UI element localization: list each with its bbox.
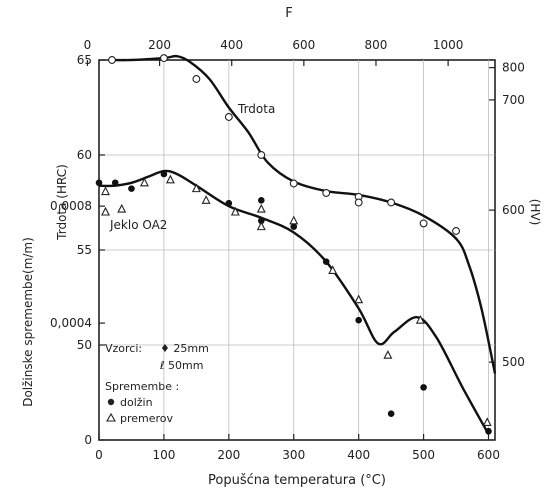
strain-tick-label: 0,0004 (50, 316, 92, 330)
length-change-point (387, 410, 395, 417)
hardness-point (322, 189, 331, 197)
legend-diameter-triangle (106, 412, 116, 422)
x-tick-label: 500 (412, 448, 435, 462)
length-change-point (485, 427, 492, 435)
samples-legend-length: ℓ 50mm (159, 359, 203, 372)
diameter-change-point (415, 314, 425, 324)
diameter-change-point (289, 215, 299, 225)
hardness-point (419, 219, 428, 228)
hrc-tick-label: 50 (77, 338, 92, 352)
diameter-change-point (383, 350, 393, 359)
length-change-point (355, 316, 362, 324)
changes-legend-diameter: premerov (120, 412, 174, 425)
hv-axis-label: (HV) (528, 199, 542, 226)
top-tick-label: 400 (220, 38, 243, 52)
top-tick-label: 800 (365, 38, 388, 52)
strain-axis-label: Dolžinske spremembe(m/m) (21, 237, 35, 407)
hv-tick-label: 800 (502, 61, 525, 75)
top-tick-label: 600 (292, 38, 315, 52)
samples-legend-diameter: ♦ 25mm (160, 342, 209, 355)
hv-tick-label: 500 (502, 355, 525, 369)
hardness-point (354, 198, 363, 207)
diameter-change-point (100, 186, 110, 196)
x-tick-label: 400 (347, 448, 370, 462)
length-change-point (95, 179, 103, 187)
length-change-point (257, 197, 265, 204)
right-axis: 500 600 700 800 (489, 61, 525, 369)
hv-tick-label: 700 (502, 93, 525, 107)
diameter-change-point (256, 203, 266, 213)
hv-tick-label: 600 (502, 203, 525, 217)
hardness-point (224, 113, 233, 121)
curve-label-trdota: Trdota (237, 102, 275, 116)
top-tick-label: 200 (148, 38, 171, 52)
x-tick-label: 200 (217, 448, 240, 462)
legend-length-dot (107, 398, 115, 406)
plot-frame (98, 59, 496, 441)
hardness-point (108, 56, 116, 64)
hardness-point (387, 198, 396, 207)
strain-tick-label: 0 (84, 433, 92, 447)
diameter-change-point (191, 183, 201, 193)
x-tick-label: 600 (477, 448, 500, 462)
samples-legend-title: Vzorci: (105, 342, 142, 355)
length-change-point (225, 199, 233, 207)
grid (99, 60, 495, 440)
diameter-change-point (117, 203, 127, 213)
x-tick-label: 100 (152, 448, 175, 462)
diameter-change-point (256, 221, 266, 231)
series-layer (95, 54, 497, 435)
hardness-point (159, 54, 168, 63)
diameter-change-point (139, 177, 149, 187)
length-change-point (322, 258, 330, 265)
length-change-point (128, 185, 135, 192)
x-axis-label: Popušćna temperatura (°C) (208, 473, 386, 488)
length-change-point (290, 223, 298, 230)
legend: Vzorci: ♦ 25mm ℓ 50mm Spremembe : dolžin… (105, 342, 209, 425)
top-axis: F 0 200 400 600 800 1000 (84, 6, 464, 66)
diameter-change-point (100, 206, 110, 216)
dimension-curve (98, 169, 490, 435)
steel-label: Jeklo OA2 (109, 218, 167, 232)
hardness-point (257, 151, 266, 159)
hrc-tick-label: 65 (77, 53, 92, 67)
bottom-axis: 0 100 200 300 400 500 600 (95, 434, 500, 462)
diameter-change-point (201, 195, 211, 204)
top-tick-label: 0 (84, 38, 92, 52)
hardness-point (289, 179, 298, 188)
x-tick-label: 0 (95, 448, 103, 462)
hardness-axis-label: Trdota (HRC) (55, 164, 69, 241)
hrc-tick-label: 55 (77, 243, 92, 257)
x-tick-label: 300 (282, 448, 305, 462)
top-axis-label: F (285, 6, 292, 21)
length-change-point (257, 217, 265, 225)
strain-tick-label: 0,0008 (50, 199, 92, 213)
hardness-point (192, 75, 201, 83)
changes-legend-title: Spremembe : (105, 380, 179, 393)
length-change-point (160, 170, 168, 178)
diameter-change-point (328, 265, 338, 275)
left-axis: 50 55 60 65 0 0,0004 0,0008 (50, 53, 105, 447)
changes-legend-length: dolžin (120, 396, 153, 409)
length-change-point (420, 384, 427, 391)
hrc-tick-label: 60 (77, 148, 92, 162)
hardness-point (452, 227, 460, 235)
top-tick-label: 1000 (433, 38, 464, 52)
diameter-change-point (165, 174, 175, 184)
length-change-point (111, 179, 119, 187)
diameter-change-point (482, 417, 492, 427)
diameter-change-point (354, 294, 364, 304)
diameter-change-point (230, 206, 240, 216)
hardness-curve (111, 54, 497, 374)
